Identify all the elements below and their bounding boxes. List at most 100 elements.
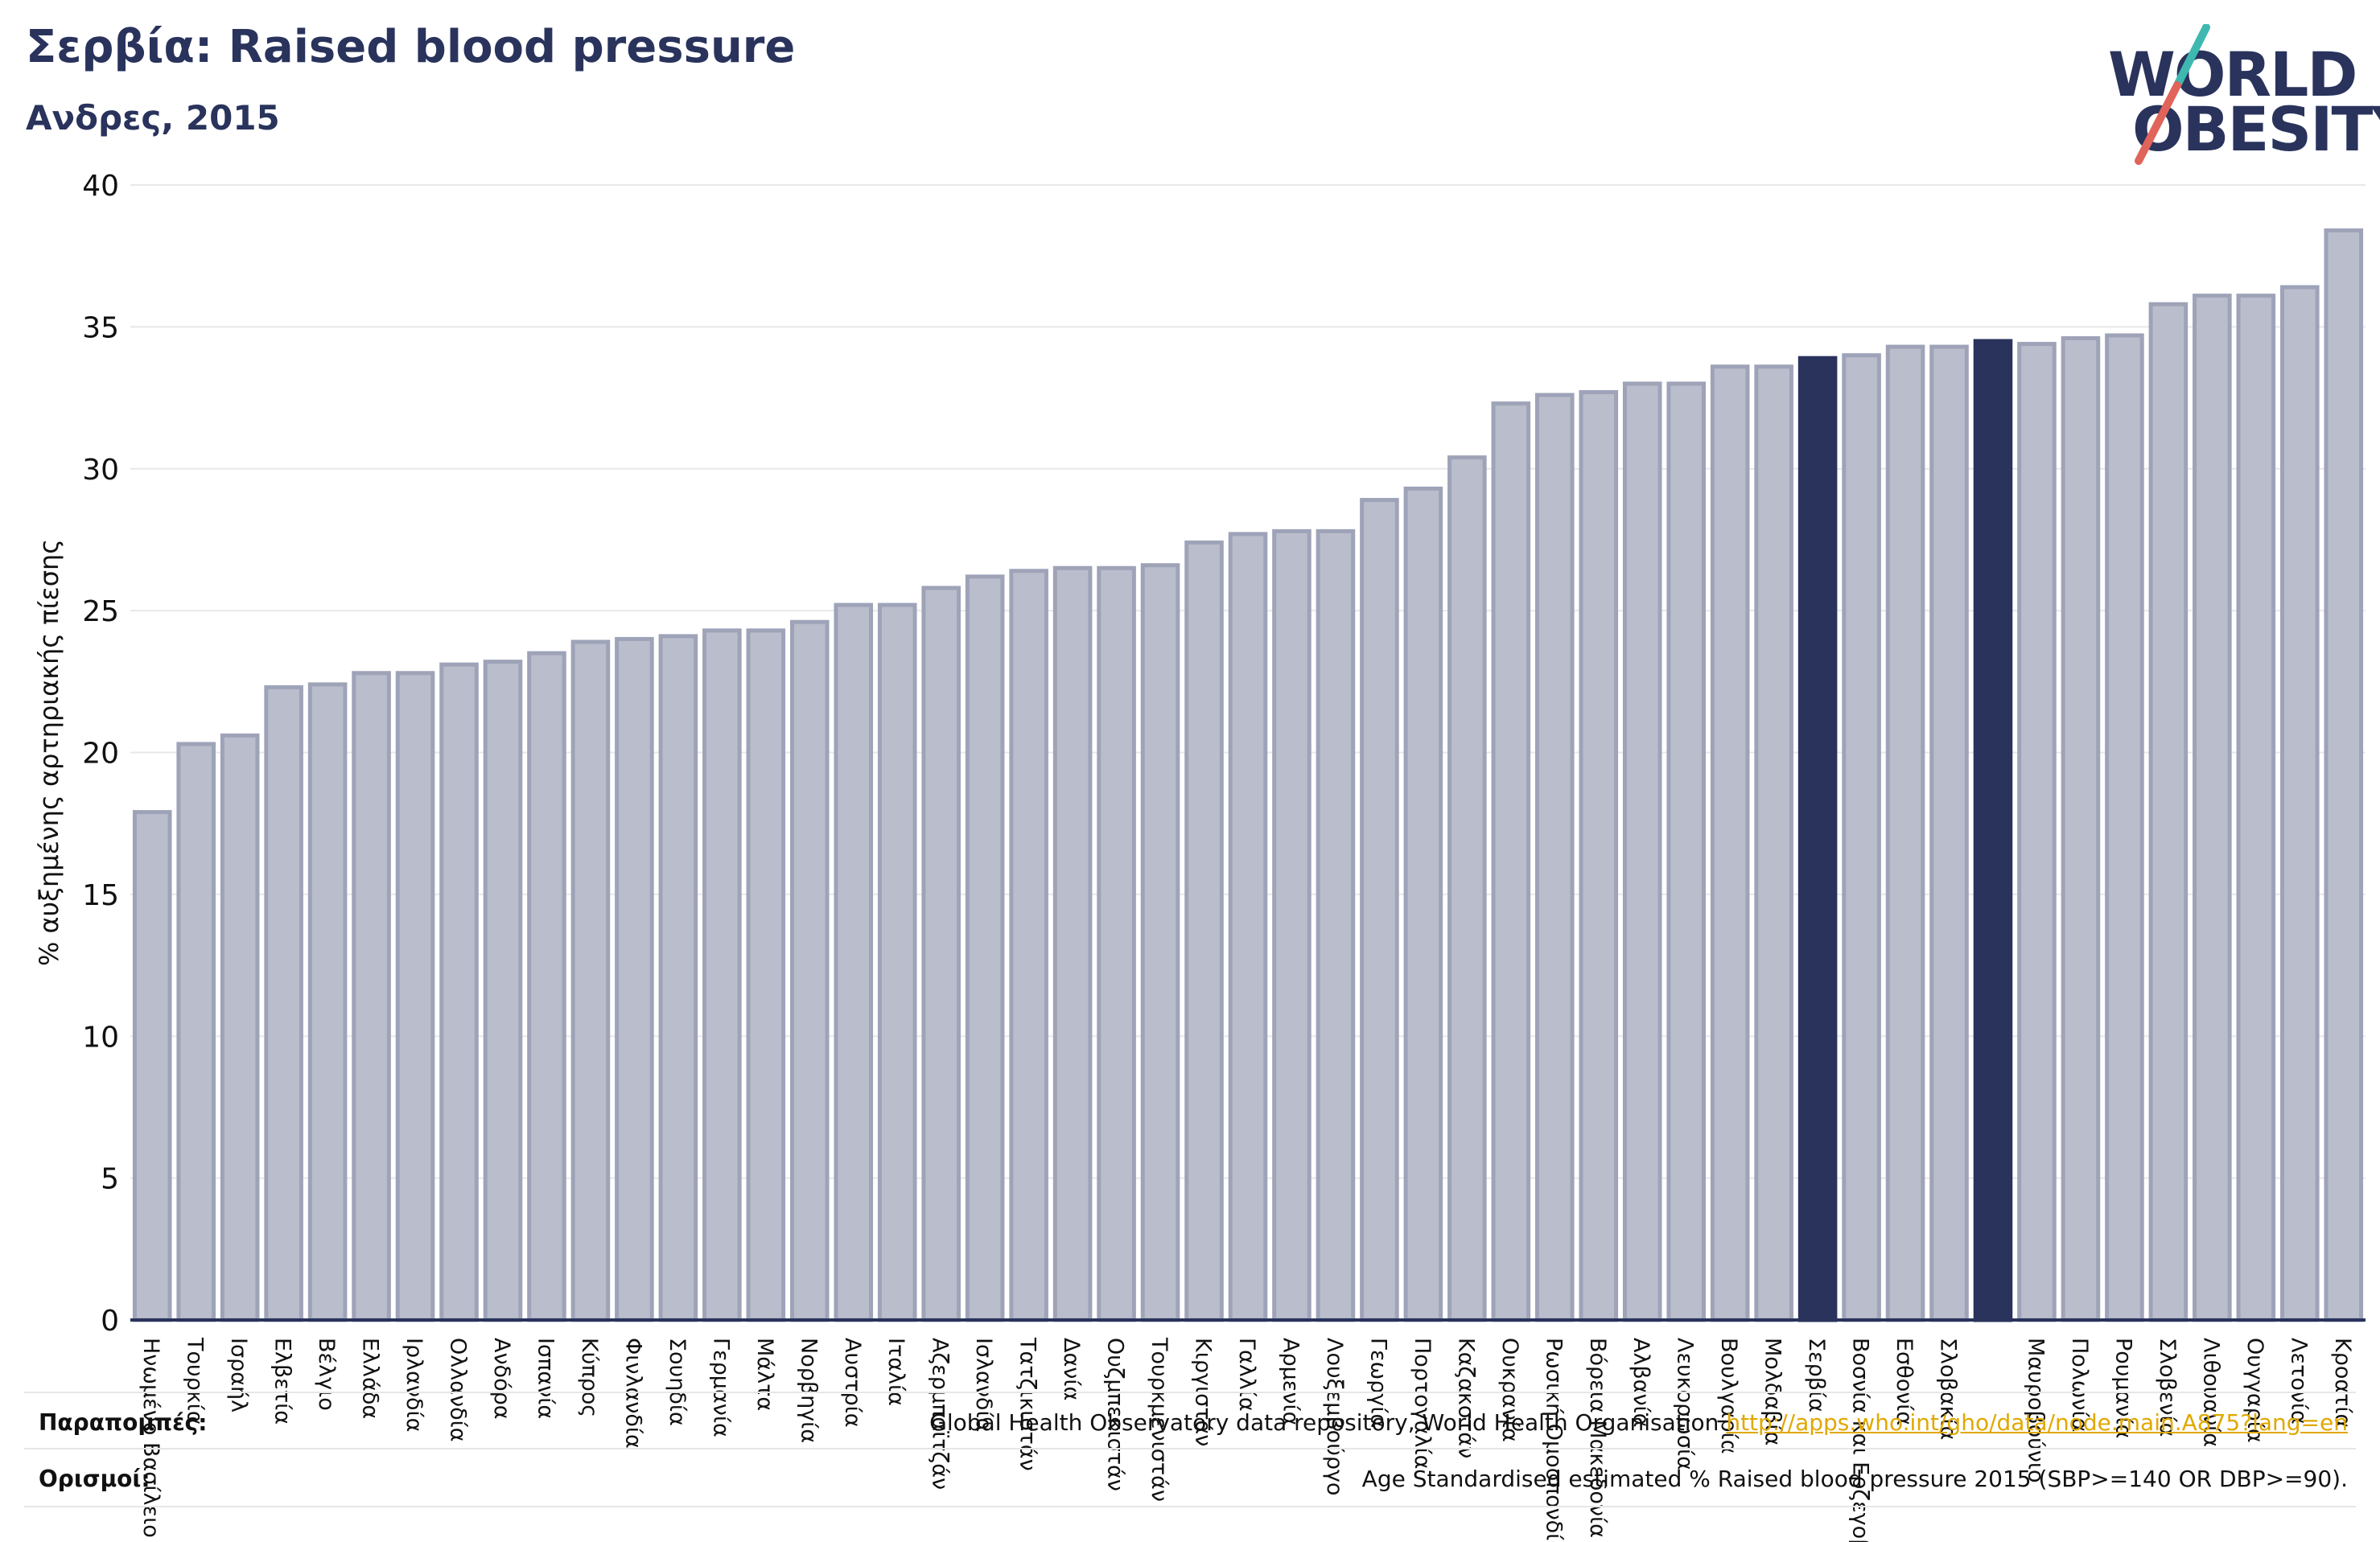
x-tick-label: Πολωνία <box>2067 1338 2092 1432</box>
chart-title: Σερβία: Raised blood pressure <box>26 21 796 73</box>
x-tick-label: Ανδόρα <box>489 1338 514 1420</box>
x-tick-label: Γεωργία <box>1365 1338 1390 1428</box>
bar <box>2148 302 2189 1322</box>
bar <box>1009 569 1048 1322</box>
bar <box>1666 381 1706 1322</box>
x-tick-label: Τουρκμενιστάν <box>1147 1337 1171 1502</box>
x-tick-label: Μαυροβούνιο <box>2023 1338 2048 1482</box>
bar <box>1622 381 1662 1322</box>
bar <box>2105 333 2144 1322</box>
bar <box>965 574 1005 1322</box>
bar-highlighted <box>1797 356 1838 1322</box>
bar <box>1184 540 1224 1322</box>
bar <box>2193 294 2232 1322</box>
bar <box>527 651 566 1322</box>
y-tick-label: 35 <box>82 311 119 344</box>
bar <box>570 639 611 1322</box>
x-tick-label: Ρουμανία <box>2110 1338 2135 1438</box>
x-tick-label: Μάλτα <box>752 1338 777 1411</box>
bar <box>483 660 523 1322</box>
x-tick-label: Ισπανία <box>533 1338 558 1419</box>
bar <box>2324 228 2364 1322</box>
x-tick-label: Ουγγαρία <box>2242 1338 2267 1443</box>
bar <box>2017 342 2057 1322</box>
bar <box>264 685 303 1322</box>
y-tick-label: 15 <box>82 879 119 912</box>
world-obesity-logo[interactable]: WORLD OBESITY <box>2100 24 2380 169</box>
x-tick-label: Ουκρανία <box>1497 1338 1522 1442</box>
bar <box>1403 486 1443 1322</box>
definitions-label: Ορισμοί: <box>39 1466 150 1492</box>
bar <box>921 586 961 1322</box>
x-tick-label: Νορβηγία <box>796 1338 821 1443</box>
bar <box>1316 528 1356 1322</box>
sources-link[interactable]: http://apps.who.int/gho/data/node.main.A… <box>1726 1409 2348 1436</box>
x-tick-label: Βοσνία και Ερζεγοβίνη <box>1848 1338 1873 1542</box>
x-tick-label: Ηνωμένο Βασίλειο <box>138 1338 163 1538</box>
x-tick-label: Τουρκία <box>183 1337 208 1425</box>
x-tick-label: Ισραήλ <box>226 1338 251 1412</box>
x-tick-label: Πορτογαλία <box>1410 1338 1435 1469</box>
x-tick-label: Δανία <box>1059 1338 1084 1400</box>
bar <box>790 619 830 1322</box>
bar <box>307 682 348 1322</box>
bar <box>1754 364 1793 1322</box>
y-tick-label: 10 <box>82 1021 119 1054</box>
bar <box>1228 532 1268 1322</box>
x-tick-label: Λετονία <box>2286 1338 2311 1425</box>
x-tick-label: Ισλανδία <box>971 1338 996 1432</box>
x-tick-label: Αλβανία <box>1629 1338 1653 1428</box>
x-tick-label: Ουζμπεκιστάν <box>1103 1338 1128 1491</box>
sources-row: Παραπομπές: Global Health Observatory da… <box>24 1392 2356 1449</box>
bar <box>1710 364 1750 1322</box>
bar <box>1447 455 1487 1322</box>
sources-text: Global Health Observatory data repositor… <box>929 1409 2348 1436</box>
bar <box>834 602 874 1322</box>
bar <box>395 671 435 1322</box>
x-tick-label: Γαλλία <box>1234 1338 1259 1412</box>
bar <box>1885 344 1925 1322</box>
bar <box>1842 353 1881 1322</box>
bar <box>877 602 917 1322</box>
bar-highlighted <box>1973 339 2013 1322</box>
x-tick-label: Γερμανία <box>708 1338 733 1437</box>
x-tick-label: Ρωσική Ομοσπονδία <box>1541 1338 1566 1542</box>
bar <box>2236 294 2276 1322</box>
x-tick-label: Σερβία <box>1804 1338 1829 1412</box>
logo-slash-icon <box>2135 24 2210 165</box>
bar <box>746 628 786 1322</box>
bar <box>1360 498 1399 1322</box>
y-tick-label: 0 <box>101 1305 119 1338</box>
bar <box>658 634 698 1322</box>
x-tick-label: Κύπρος <box>577 1338 602 1417</box>
chart-subtitle: Ανδρες, 2015 <box>26 98 280 138</box>
x-tick-label: Βόρεια Μακεδονία <box>1585 1338 1610 1538</box>
bar <box>176 742 216 1322</box>
bar <box>1140 563 1180 1322</box>
sources-label: Παραπομπές: <box>39 1409 208 1436</box>
bar <box>220 733 260 1322</box>
x-tick-label: Ολλανδία <box>446 1338 471 1442</box>
bar <box>1579 390 1619 1322</box>
bar <box>1491 401 1531 1322</box>
x-tick-label: Σλοβενία <box>2155 1338 2180 1437</box>
x-tick-label: Σλοβακία <box>1936 1338 1961 1440</box>
sources-description: Global Health Observatory data repositor… <box>929 1409 1727 1436</box>
bar <box>702 628 742 1322</box>
x-tick-label: Εσθονία <box>1892 1338 1917 1425</box>
x-tick-label: Ελβετία <box>270 1338 295 1425</box>
bar <box>2280 285 2320 1322</box>
bar <box>1272 528 1311 1322</box>
bar <box>352 671 391 1322</box>
x-tick-label: Καζακστάν <box>1453 1338 1478 1458</box>
y-tick-label: 20 <box>82 738 119 771</box>
x-tick-label: Βουλγαρία <box>1716 1338 1741 1454</box>
x-tick-label: Αζερμπαϊτζάν <box>928 1338 953 1490</box>
x-tick-label: Ιταλία <box>883 1338 908 1406</box>
y-tick-label: 30 <box>82 454 119 487</box>
x-tick-label: Κροατία <box>2330 1338 2355 1428</box>
bar <box>1929 344 1969 1322</box>
logo-word-obesity: OBESITY <box>2132 93 2380 165</box>
bar <box>132 810 172 1322</box>
